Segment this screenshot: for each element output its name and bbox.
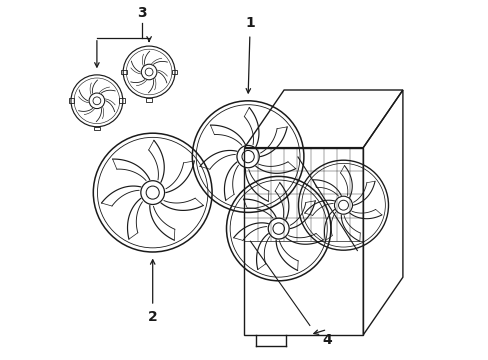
Bar <box>121 70 126 74</box>
Text: 1: 1 <box>244 17 254 30</box>
Bar <box>119 99 125 103</box>
Bar <box>171 70 177 74</box>
Bar <box>146 98 152 102</box>
Text: 3: 3 <box>137 6 146 19</box>
Bar <box>94 127 100 130</box>
Text: 4: 4 <box>322 333 331 347</box>
Bar <box>68 99 74 103</box>
Text: 2: 2 <box>147 310 157 324</box>
